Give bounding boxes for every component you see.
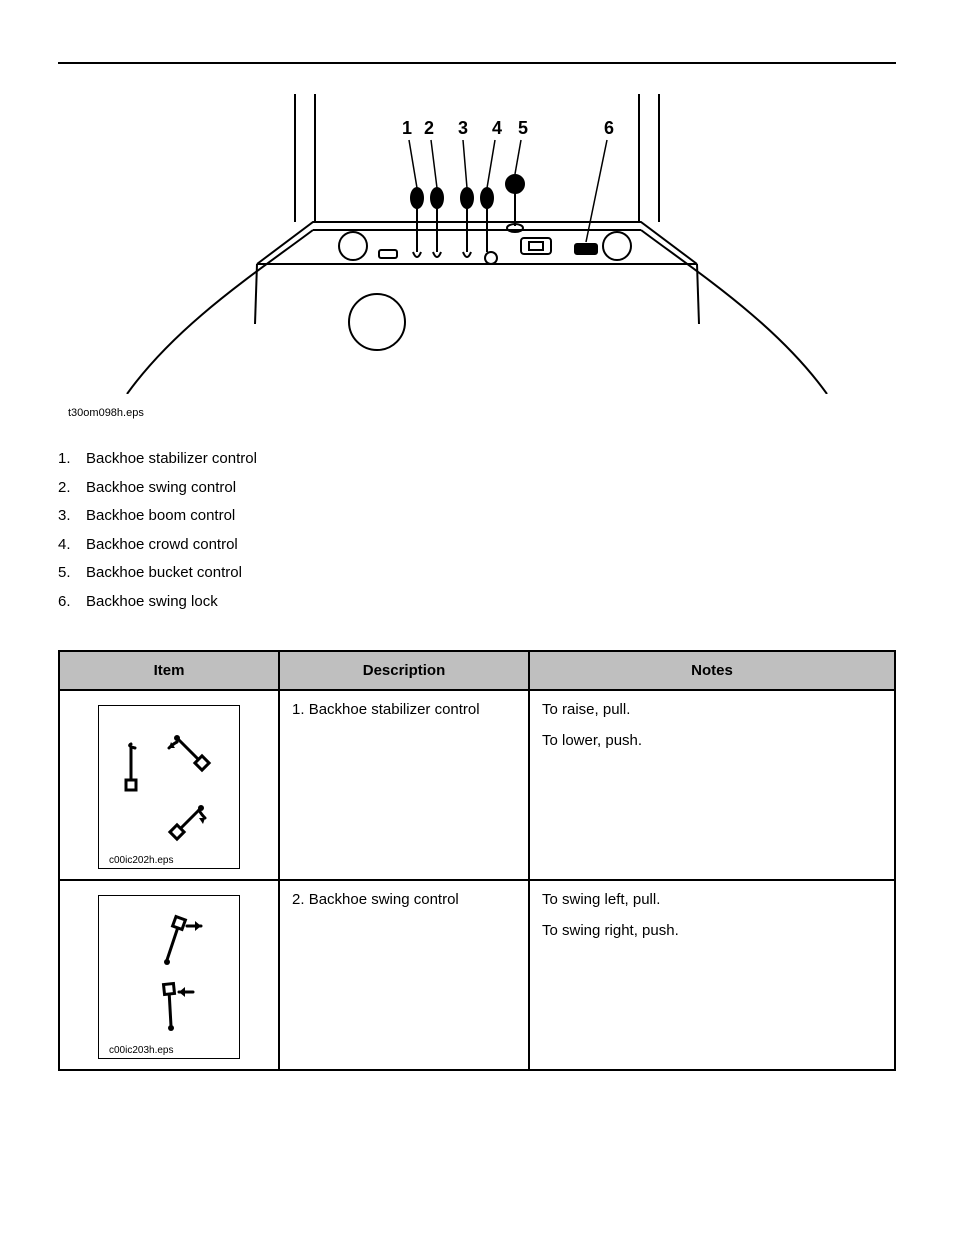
note-line: To lower, push.: [542, 732, 882, 749]
legend-text: Backhoe boom control: [86, 502, 235, 531]
controls-illustration: 1 2 3 4 5 6: [117, 94, 837, 394]
controls-figure: 1 2 3 4 5 6: [117, 94, 837, 399]
row-num: 2.: [292, 891, 305, 908]
stabilizer-icon: c00ic202h.eps: [98, 705, 240, 869]
note-line: To swing left, pull.: [542, 891, 882, 908]
row-num: 1.: [292, 701, 305, 718]
legend-item: 5.Backhoe bucket control: [58, 559, 896, 588]
fig-label-1: 1: [402, 118, 412, 138]
row-name: Backhoe swing control: [309, 891, 459, 908]
legend-num: 2.: [58, 474, 86, 503]
fig-label-2: 2: [424, 118, 434, 138]
legend-text: Backhoe stabilizer control: [86, 445, 257, 474]
fig-label-3: 3: [458, 118, 468, 138]
fig-label-6: 6: [604, 118, 614, 138]
fig-label-4: 4: [492, 118, 502, 138]
fig-label-5: 5: [518, 118, 528, 138]
legend-item: 3.Backhoe boom control: [58, 502, 896, 531]
row-name: Backhoe stabilizer control: [309, 701, 480, 718]
legend-num: 6.: [58, 588, 86, 617]
legend-list: 1.Backhoe stabilizer control 2.Backhoe s…: [58, 445, 896, 616]
legend-item: 4.Backhoe crowd control: [58, 531, 896, 560]
legend-item: 6.Backhoe swing lock: [58, 588, 896, 617]
icon-caption: c00ic203h.eps: [109, 1045, 229, 1056]
legend-num: 4.: [58, 531, 86, 560]
legend-text: Backhoe swing control: [86, 474, 236, 503]
legend-item: 2.Backhoe swing control: [58, 474, 896, 503]
icon-caption: c00ic202h.eps: [109, 855, 229, 866]
th-description: Description: [279, 651, 529, 690]
top-rule: [58, 62, 896, 64]
note-line: To raise, pull.: [542, 701, 882, 718]
controls-table: Item Description Notes: [58, 650, 896, 1071]
legend-text: Backhoe crowd control: [86, 531, 238, 560]
note-line: To swing right, push.: [542, 922, 882, 939]
legend-text: Backhoe bucket control: [86, 559, 242, 588]
figure-container: 1 2 3 4 5 6 t30om098h.eps: [58, 94, 896, 419]
swing-icon: c00ic203h.eps: [98, 895, 240, 1059]
legend-text: Backhoe swing lock: [86, 588, 218, 617]
figure-caption: t30om098h.eps: [58, 407, 896, 419]
legend-num: 3.: [58, 502, 86, 531]
th-item: Item: [59, 651, 279, 690]
table-row: c00ic202h.eps 1. Backhoe stabilizer cont…: [59, 690, 895, 880]
legend-num: 1.: [58, 445, 86, 474]
legend-item: 1.Backhoe stabilizer control: [58, 445, 896, 474]
table-row: c00ic203h.eps 2. Backhoe swing control T…: [59, 880, 895, 1070]
legend-num: 5.: [58, 559, 86, 588]
th-notes: Notes: [529, 651, 895, 690]
